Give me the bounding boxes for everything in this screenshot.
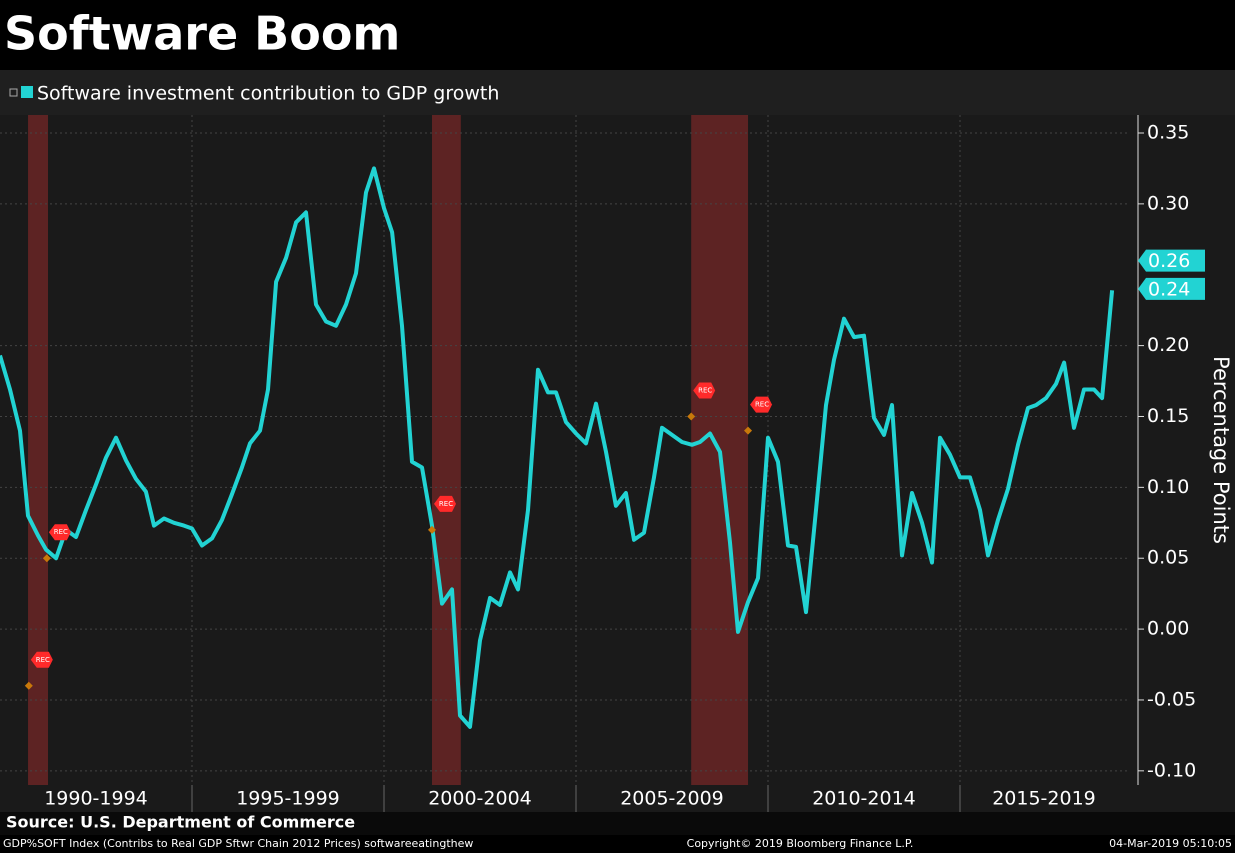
annotation-label: REC xyxy=(36,656,50,664)
footer-center: Copyright© 2019 Bloomberg Finance L.P. xyxy=(687,837,914,850)
annotation-tag xyxy=(693,382,716,399)
annotation-tag xyxy=(750,396,773,413)
footer-left: GDP%SOFT Index (Contribs to Real GDP Sft… xyxy=(3,837,473,850)
annotation-label: REC xyxy=(698,386,712,394)
y-tick-label: 0.35 xyxy=(1147,122,1189,144)
x-tick-label: 2015-2019 xyxy=(992,788,1096,810)
y-tick-label: 0.10 xyxy=(1147,476,1189,498)
last-value-label: 0.24 xyxy=(1148,278,1190,300)
y-tick-label: 0.15 xyxy=(1147,405,1189,427)
legend-icon xyxy=(9,88,18,97)
title-bar xyxy=(0,0,1235,70)
annotation-label: REC xyxy=(755,401,769,409)
annotation-label: REC xyxy=(54,528,68,536)
chart-title: Software Boom xyxy=(4,7,400,61)
y-tick-label: 0.00 xyxy=(1147,618,1189,640)
data-line xyxy=(0,166,1115,729)
legend-label: Software investment contribution to GDP … xyxy=(37,83,499,105)
annotation-label: REC xyxy=(439,500,453,508)
y-tick-label: -0.05 xyxy=(1147,688,1196,710)
x-tick-label: 2005-2009 xyxy=(620,788,724,810)
footer-right: 04-Mar-2019 05:10:05 xyxy=(1109,837,1232,850)
legend-swatch xyxy=(21,86,33,98)
footer-bar xyxy=(0,835,1235,853)
recession-band xyxy=(28,115,48,785)
annotation-tag xyxy=(30,651,53,668)
source-bar xyxy=(0,812,1235,835)
annotation-tag xyxy=(48,524,71,541)
x-tick-label: 2000-2004 xyxy=(428,788,532,810)
y-axis-label: Percentage Points xyxy=(1209,356,1233,544)
last-value-label: 0.26 xyxy=(1148,250,1190,272)
annotation-point xyxy=(42,554,51,563)
y-tick-label: 0.05 xyxy=(1147,547,1189,569)
annotation-point xyxy=(687,412,696,421)
last-value-tag xyxy=(1138,277,1205,300)
last-value-tag xyxy=(1138,249,1205,272)
source: Source: U.S. Department of Commerce xyxy=(6,813,355,832)
annotation-point xyxy=(428,525,436,534)
y-tick-label: 0.30 xyxy=(1147,192,1189,214)
x-axis-bar xyxy=(0,785,1235,812)
plot-background xyxy=(0,115,1235,785)
legend-bar xyxy=(0,70,1235,115)
y-tick-label: 0.20 xyxy=(1147,334,1189,356)
x-tick-label: 1995-1999 xyxy=(236,788,340,810)
annotation-point xyxy=(744,426,753,435)
annotation-tag xyxy=(434,495,456,512)
y-tick-label: -0.10 xyxy=(1147,759,1196,781)
annotation-point xyxy=(24,681,33,690)
x-tick-label: 2010-2014 xyxy=(812,788,916,810)
x-tick-label: 1990-1994 xyxy=(44,788,148,810)
